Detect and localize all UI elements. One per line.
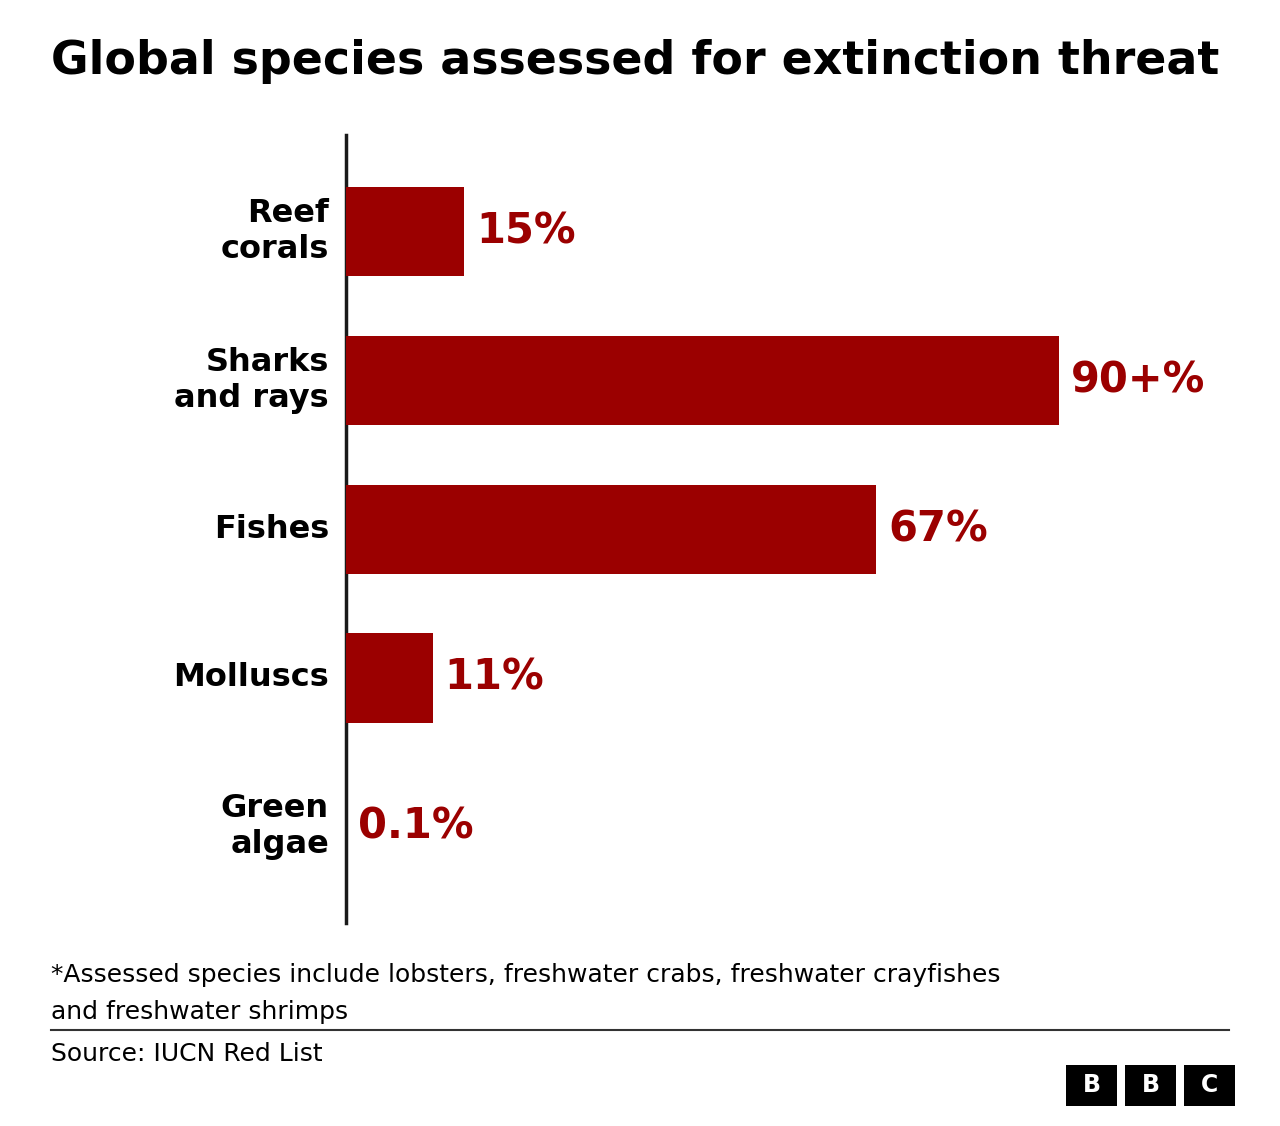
Text: C: C bbox=[1201, 1073, 1219, 1098]
Text: 90+%: 90+% bbox=[1070, 359, 1204, 402]
Bar bbox=[346, 187, 465, 276]
Text: Global species assessed for extinction threat: Global species assessed for extinction t… bbox=[51, 39, 1220, 84]
Text: 67%: 67% bbox=[888, 508, 988, 551]
Text: B: B bbox=[1083, 1073, 1101, 1098]
Text: B: B bbox=[1142, 1073, 1160, 1098]
Text: and freshwater shrimps: and freshwater shrimps bbox=[51, 1000, 348, 1024]
Text: 0.1%: 0.1% bbox=[358, 806, 474, 848]
Bar bbox=[346, 633, 433, 723]
Text: Source: IUCN Red List: Source: IUCN Red List bbox=[51, 1042, 323, 1065]
Text: 15%: 15% bbox=[476, 211, 576, 252]
Bar bbox=[346, 484, 877, 574]
Text: *Assessed species include lobsters, freshwater crabs, freshwater crayfishes: *Assessed species include lobsters, fres… bbox=[51, 963, 1001, 986]
Bar bbox=[346, 336, 1059, 426]
Text: 11%: 11% bbox=[444, 656, 544, 699]
